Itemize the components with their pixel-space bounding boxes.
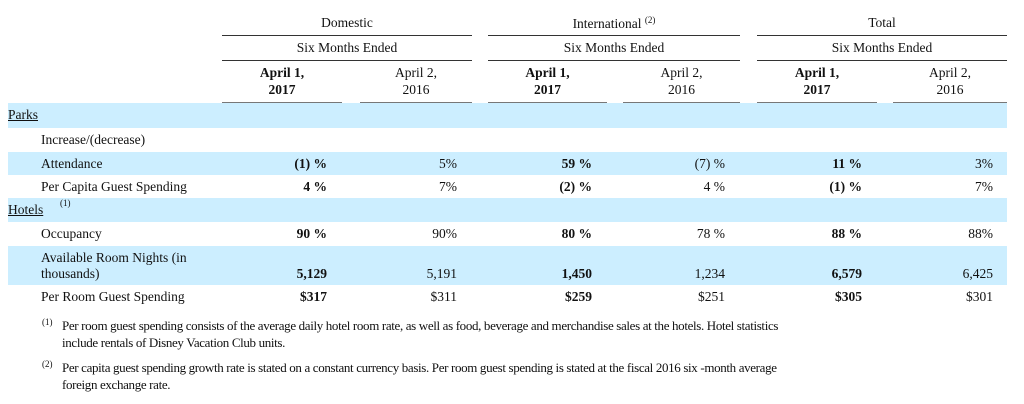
date-line2: 2016 [668, 82, 695, 97]
group-label: International [572, 16, 642, 31]
cell-value: 5,191 [426, 266, 457, 281]
row-label: Per Capita Guest Spending [41, 179, 187, 194]
cell-value: $305 [835, 289, 862, 304]
date-header: April 1, 2017 [488, 64, 607, 98]
cell-value: 5% [439, 156, 457, 171]
footnote-text: Per room guest spending consists of the … [62, 317, 1022, 351]
footnote-mark: (2) [42, 359, 53, 369]
period-label: Six Months Ended [296, 40, 398, 55]
cell-value: 7% [975, 179, 993, 194]
footnote-ref: (2) [644, 15, 656, 25]
date-line1: April 1, [525, 65, 570, 80]
group-label: Total [868, 15, 896, 30]
divider [222, 35, 472, 36]
group-header: International (2) [488, 15, 740, 32]
table-row: Increase/(decrease) [8, 128, 1007, 152]
date-line1: April 1, [794, 65, 840, 80]
divider [893, 102, 1007, 103]
table-row: Per Capita Guest Spending 4 % 7% (2) % 4 % (1… [8, 175, 1007, 198]
date-header: April 2, 2016 [893, 64, 1007, 98]
date-line1: April 1, [259, 65, 305, 80]
row-label: Available Room Nights (in [41, 250, 187, 265]
cell-value: (1) % [829, 179, 862, 194]
cell-value: 78 % [696, 226, 725, 241]
cell-value: 4 % [303, 179, 327, 194]
cell-value: 90 % [296, 226, 327, 241]
date-line2: 2016 [936, 82, 964, 97]
cell-value: 6,579 [831, 266, 862, 281]
divider [488, 60, 740, 61]
cell-value: (2) % [559, 179, 592, 194]
divider [488, 102, 607, 103]
divider [222, 60, 472, 61]
row-label: Per Room Guest Spending [41, 289, 185, 304]
cell-value: 1,450 [561, 266, 592, 281]
footnote: (2) Per capita guest spending growth rate… [42, 359, 1022, 395]
date-line2: 2017 [268, 82, 296, 97]
row-label: Parks [8, 107, 38, 122]
table-row: Hotels (1) [8, 198, 1007, 222]
date-header: April 2, 2016 [623, 64, 740, 98]
cell-value: 59 % [561, 156, 592, 171]
row-label: Occupancy [41, 226, 102, 241]
footnote-text: Per capita guest spending growth rate is… [62, 359, 1022, 393]
date-line2: 2016 [402, 82, 430, 97]
group-header: Domestic [222, 15, 472, 31]
date-line1: April 2, [929, 65, 971, 80]
date-line2: 2017 [803, 82, 831, 97]
cell-value: $317 [300, 289, 327, 304]
period-label: Six Months Ended [831, 40, 933, 55]
cell-value: 3% [975, 156, 993, 171]
divider [222, 102, 342, 103]
date-header: April 1, 2017 [222, 64, 342, 98]
cell-value: $259 [565, 289, 592, 304]
table-row: Per Room Guest Spending $317 $311 $259 $251 $… [8, 285, 1007, 309]
divider [360, 102, 472, 103]
divider [488, 35, 740, 36]
row-label-cont: thousands) [41, 266, 100, 281]
cell-value: 7% [439, 179, 457, 194]
date-line2: 2017 [534, 82, 561, 97]
period-label: Six Months Ended [563, 40, 665, 55]
date-line1: April 2, [660, 65, 703, 80]
footnote: (1) Per room guest spending consists of t… [42, 317, 1022, 353]
divider [757, 102, 877, 103]
date-header: April 1, 2017 [757, 64, 877, 98]
cell-value: 88% [968, 226, 993, 241]
cell-value: 6,425 [962, 266, 993, 281]
cell-value: (1) % [294, 156, 327, 171]
cell-value: 80 % [561, 226, 592, 241]
cell-value: $301 [966, 289, 993, 304]
group-label: Domestic [321, 15, 373, 30]
footnote-ref: (1) [60, 198, 71, 208]
cell-value: 88 % [831, 226, 862, 241]
divider [757, 60, 1007, 61]
footnote-line: Per capita guest spending growth rate is… [62, 360, 777, 375]
date-header: April 2, 2016 [360, 64, 472, 98]
footnote-mark: (1) [42, 317, 53, 327]
table-row: Available Room Nights (in thousands) 5,129… [8, 246, 1007, 285]
group-header: Total [757, 15, 1007, 31]
cell-value: 90% [432, 226, 457, 241]
cell-value: 11 % [832, 156, 862, 171]
date-line1: April 2, [395, 65, 437, 80]
cell-value: 4 % [703, 179, 725, 194]
footnote-line: foreign exchange rate. [62, 377, 171, 392]
row-label: Hotels [8, 202, 44, 217]
table-row: Parks [8, 103, 1007, 128]
cell-value: $251 [698, 289, 725, 304]
divider [623, 102, 740, 103]
cell-value: 5,129 [296, 266, 327, 281]
footnote-line: Per room guest spending consists of the … [62, 318, 779, 333]
cell-value: (7) % [694, 156, 725, 171]
table-row: Occupancy 90 % 90% 80 % 78 % 88 % 88% [8, 222, 1007, 246]
row-label: Attendance [41, 156, 103, 171]
row-label: Increase/(decrease) [41, 132, 146, 147]
table-row: Attendance (1) % 5% 59 % (7) % 11 % 3% [8, 152, 1007, 175]
footnote-line: include rentals of Disney Vacation Club … [62, 335, 286, 350]
cell-value: 1,234 [694, 266, 725, 281]
cell-value: $311 [430, 289, 458, 304]
divider [757, 35, 1007, 36]
